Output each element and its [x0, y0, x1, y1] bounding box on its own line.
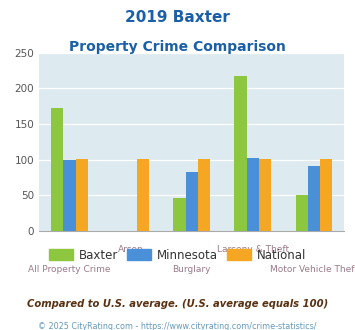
Bar — [259, 159, 271, 231]
Text: Arson: Arson — [118, 245, 143, 254]
Bar — [247, 158, 259, 231]
Text: All Property Crime: All Property Crime — [28, 265, 111, 274]
Bar — [76, 159, 88, 231]
Bar — [173, 198, 186, 231]
Bar — [64, 160, 76, 231]
Text: Larceny & Theft: Larceny & Theft — [217, 245, 289, 254]
Text: Property Crime Comparison: Property Crime Comparison — [69, 40, 286, 53]
Bar — [234, 76, 247, 231]
Legend: Baxter, Minnesota, National: Baxter, Minnesota, National — [44, 244, 311, 266]
Bar — [198, 159, 210, 231]
Text: 2019 Baxter: 2019 Baxter — [125, 10, 230, 25]
Text: © 2025 CityRating.com - https://www.cityrating.com/crime-statistics/: © 2025 CityRating.com - https://www.city… — [38, 322, 317, 330]
Bar — [308, 166, 320, 231]
Bar — [186, 172, 198, 231]
Bar — [295, 195, 308, 231]
Bar — [51, 108, 64, 231]
Text: Compared to U.S. average. (U.S. average equals 100): Compared to U.S. average. (U.S. average … — [27, 299, 328, 309]
Bar — [137, 159, 149, 231]
Text: Motor Vehicle Theft: Motor Vehicle Theft — [270, 265, 355, 274]
Text: Burglary: Burglary — [173, 265, 211, 274]
Bar — [320, 159, 332, 231]
